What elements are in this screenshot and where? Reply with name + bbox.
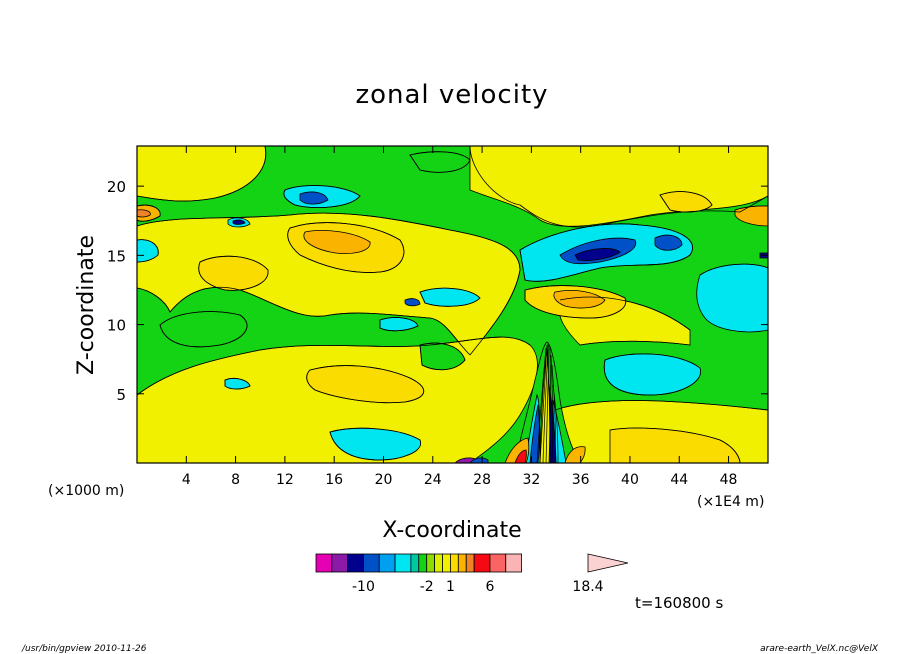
- colorbar-segment: [347, 553, 364, 573]
- colorbar-tick-label: -10: [352, 579, 375, 595]
- x-tick-label: 24: [424, 472, 442, 488]
- contour-lines: [137, 146, 768, 463]
- orange-core-right: [553, 290, 606, 309]
- x-tick-label: 16: [325, 472, 343, 488]
- x-tick-label: 48: [720, 472, 738, 488]
- x-unit-label: (×1E4 m): [697, 494, 764, 510]
- y-unit-label: (×1000 m): [48, 483, 124, 499]
- plume-red-base: [514, 449, 527, 463]
- x-tick-label: 28: [473, 472, 491, 488]
- plot-frame: [136, 145, 769, 464]
- colorbar-segment: [331, 553, 349, 573]
- x-axis-label: X-coordinate: [382, 518, 521, 543]
- y-axis-ticks: [137, 185, 768, 395]
- x-tick-label: 36: [572, 472, 590, 488]
- colorbar-tick-label: -2: [420, 579, 434, 595]
- x-tick-label: 32: [522, 472, 540, 488]
- x-tick-label: 20: [375, 472, 393, 488]
- footer-left: /usr/bin/gpview 2010-11-26: [21, 644, 147, 654]
- y-tick-label: 15: [107, 247, 126, 265]
- colorbar-tick-label: 1: [446, 579, 455, 595]
- colorbar-segment: [434, 553, 443, 573]
- navy-upper-right: [574, 248, 621, 261]
- y-axis-label: Z-coordinate: [74, 235, 99, 375]
- colorbar-segment: [450, 553, 459, 573]
- x-axis-ticks: [185, 146, 730, 463]
- colorbar-segment: [418, 553, 428, 573]
- x-tick-label: 44: [670, 472, 688, 488]
- colorbar-segment: [378, 553, 396, 573]
- blue-upper-left-core: [299, 191, 329, 205]
- colorbar-segment: [363, 553, 380, 573]
- x-tick-label: 8: [231, 472, 240, 488]
- colorbar-tick-label: 18.4: [572, 579, 603, 595]
- colorbar-segment: [315, 553, 333, 573]
- orange-core-left-red: [137, 209, 151, 218]
- blue-top-center: [404, 298, 421, 307]
- colorbar-segment: [442, 553, 451, 573]
- colorbar-segment: [394, 553, 412, 573]
- colorbar-segment: [489, 553, 507, 573]
- plume-blue-base: [469, 457, 489, 463]
- blue-small-left: [232, 219, 246, 225]
- plume-contour-lines: [536, 343, 559, 463]
- colorbar-segment: [465, 553, 475, 573]
- y-tick-label: 10: [107, 317, 126, 335]
- blue-right-core: [654, 234, 683, 251]
- x-tick-label: 4: [182, 472, 191, 488]
- orange-core-upper-mid: [303, 230, 371, 254]
- colorbar-segment: [410, 553, 420, 573]
- plume-blue-left: [529, 404, 540, 463]
- footer-right: arare-earth_VelX.nc@VelX: [760, 644, 879, 654]
- time-label: t=160800 s: [635, 594, 723, 612]
- y-axis-tick-labels: 5 10 15 20: [107, 178, 126, 404]
- y-tick-label: 20: [107, 178, 126, 196]
- chart-title: zonal velocity: [355, 80, 548, 110]
- y-tick-label: 5: [116, 386, 126, 404]
- colorbar-arrow-tip: [587, 553, 629, 573]
- plume-orange-base-right: [564, 446, 586, 463]
- convective-plume: [454, 341, 586, 463]
- x-tick-label: 40: [621, 472, 639, 488]
- x-axis-tick-labels: 4 8 12 16 20 24 28 32 36 40 44 48: [182, 472, 738, 488]
- contour-field: [137, 146, 768, 463]
- colorbar-labels: -10 -2 1 6 18.4: [352, 579, 604, 595]
- colorbar-segment: [426, 553, 436, 573]
- x-tick-label: 12: [276, 472, 294, 488]
- colorbar-segment: [473, 553, 491, 573]
- colorbar-segment: [505, 553, 522, 573]
- colorbar: [315, 553, 629, 573]
- colorbar-tick-label: 6: [485, 579, 494, 595]
- colorbar-segment: [457, 553, 467, 573]
